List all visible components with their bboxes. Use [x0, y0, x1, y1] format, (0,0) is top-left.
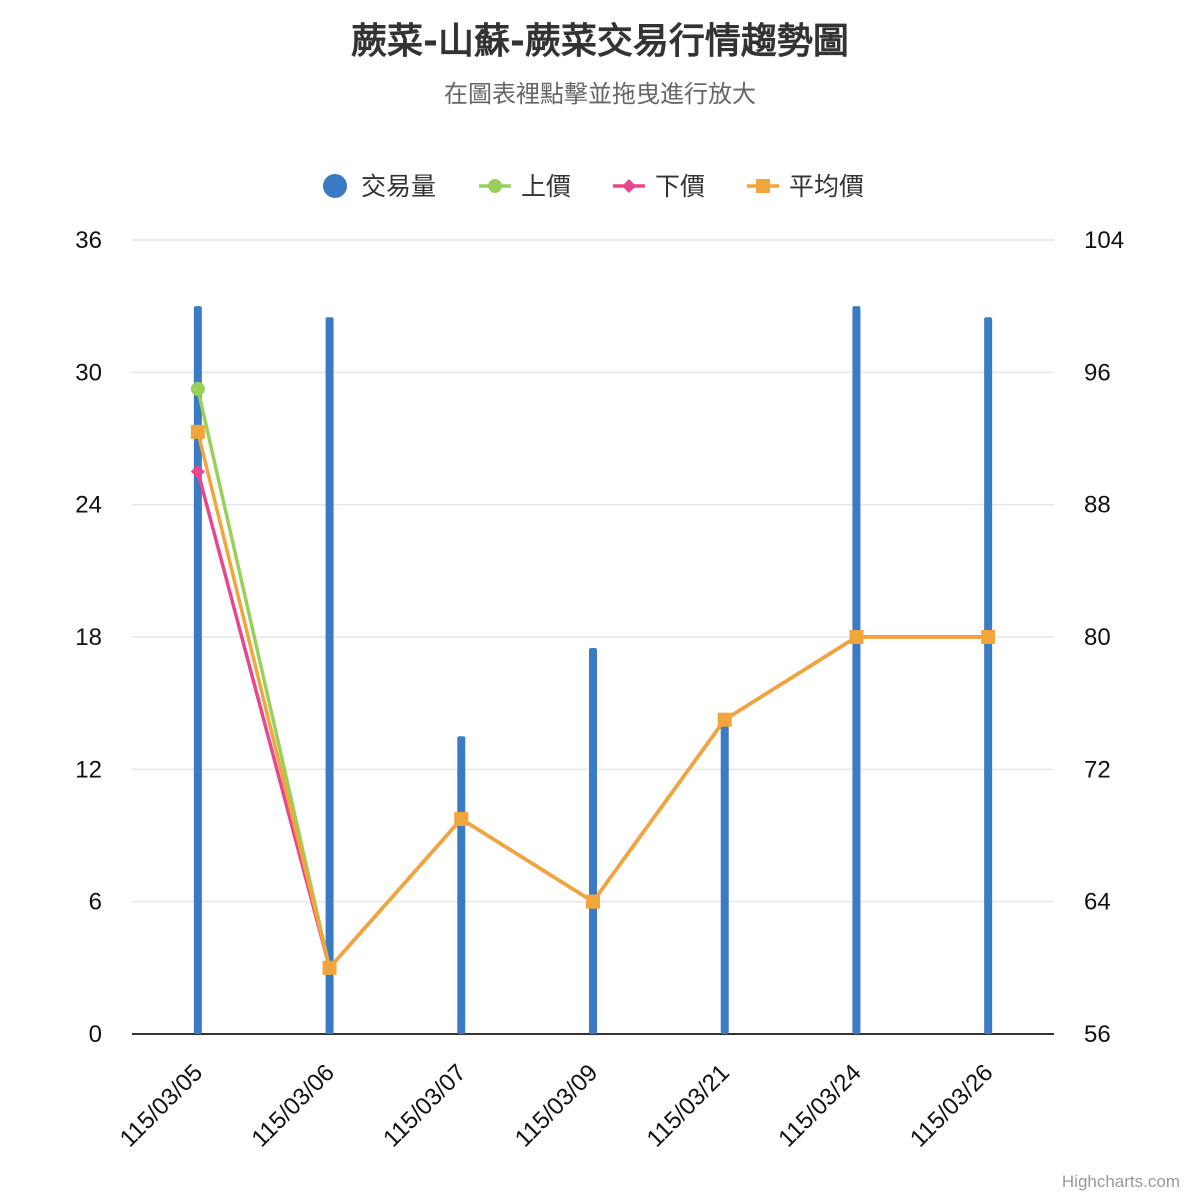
legend-marker[interactable]	[622, 179, 636, 193]
legend-item[interactable]: 下價	[613, 172, 705, 201]
y-left-tick-label: 18	[75, 624, 102, 651]
credits-link[interactable]: Highcharts.com	[1061, 1172, 1180, 1191]
x-tick-label: 115/03/09	[510, 1059, 603, 1152]
x-tick-label: 115/03/26	[905, 1059, 998, 1152]
legend-item[interactable]: 上價	[479, 172, 571, 201]
y-right-tick-label: 96	[1084, 359, 1111, 386]
y-right-tick-label: 88	[1084, 492, 1111, 519]
x-tick-label: 115/03/24	[773, 1059, 866, 1152]
chart-title: 蕨菜-山蘇-蕨菜交易行情趨勢圖	[351, 21, 849, 62]
volume-bar[interactable]	[325, 317, 334, 1034]
volume-bar[interactable]	[984, 317, 993, 1034]
legend-label: 平均價	[789, 172, 864, 201]
legend-marker[interactable]	[488, 179, 502, 193]
x-axis-labels: 115/03/05 115/03/06 115/03/07 115/03/09 115/…	[115, 1059, 999, 1152]
volume-bar[interactable]	[457, 736, 466, 1034]
y-right-tick-label: 80	[1084, 624, 1111, 651]
data-point[interactable]	[322, 960, 337, 975]
y-right-tick-label: 64	[1084, 889, 1111, 916]
volume-bar[interactable]	[852, 306, 861, 1035]
y-right-tick-label: 104	[1084, 227, 1124, 254]
volume-bar[interactable]	[193, 306, 202, 1035]
x-tick-label: 115/03/05	[115, 1059, 208, 1152]
data-point[interactable]	[190, 381, 205, 396]
y-left-tick-label: 24	[75, 492, 102, 519]
legend-marker[interactable]	[756, 179, 770, 193]
price-lines	[190, 381, 996, 975]
data-point[interactable]	[717, 712, 732, 727]
y-left-tick-label: 36	[75, 227, 102, 254]
y-right-tick-label: 72	[1084, 756, 1111, 783]
legend-label: 上價	[521, 172, 571, 201]
y-left-tick-label: 6	[89, 889, 102, 916]
y-left-tick-label: 0	[89, 1021, 102, 1048]
legend-item[interactable]: 交易量	[323, 172, 436, 201]
data-point[interactable]	[454, 811, 469, 826]
legend-label: 交易量	[361, 172, 436, 201]
y-right-tick-label: 56	[1084, 1021, 1111, 1048]
volume-bars	[193, 306, 993, 1035]
data-point[interactable]	[586, 894, 600, 909]
x-tick-label: 115/03/06	[246, 1059, 339, 1152]
data-point[interactable]	[981, 630, 996, 644]
data-point[interactable]	[190, 424, 205, 439]
data-point[interactable]	[849, 630, 864, 644]
volume-bar[interactable]	[589, 648, 597, 1034]
data-point[interactable]	[190, 464, 205, 479]
x-tick-label: 115/03/21	[642, 1059, 735, 1152]
x-tick-label: 115/03/07	[378, 1059, 471, 1152]
y-left-tick-label: 30	[75, 359, 102, 386]
left-axis-labels: 0 6 12 18 24 30 36	[75, 227, 102, 1048]
legend-item[interactable]: 平均價	[747, 172, 864, 201]
volume-bar[interactable]	[720, 714, 729, 1034]
legend-label: 下價	[655, 172, 705, 201]
legend: 交易量 上價 下價 平均價	[323, 172, 864, 201]
chart-subtitle: 在圖表裡點擊並拖曳進行放大	[444, 80, 756, 108]
series-square	[190, 424, 996, 975]
right-axis-labels: 56 64 72 80 88 96 104	[1084, 227, 1124, 1048]
legend-symbol	[323, 174, 347, 198]
y-left-tick-label: 12	[75, 756, 102, 783]
